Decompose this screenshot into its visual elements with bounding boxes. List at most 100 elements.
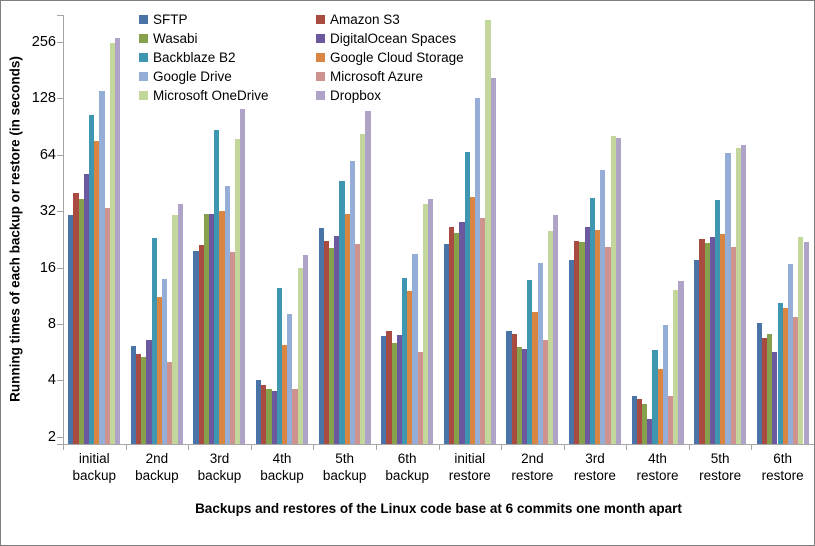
bar-microsoft-azure-4th-restore — [667, 396, 674, 444]
x-category-label: 5th backup — [322, 451, 367, 483]
bar-wasabi-3rd-backup — [203, 213, 210, 444]
legend-item-microsoft-onedrive: Microsoft OneDrive — [139, 88, 269, 103]
legend-label: Google Drive — [153, 68, 232, 84]
bar-google-drive-5th-backup — [349, 161, 355, 444]
bar-dropbox-4th-restore — [678, 280, 684, 444]
bar-amazon-s3-4th-backup — [261, 384, 267, 444]
bar-digitalocean-spaces-4th-backup — [271, 391, 277, 444]
legend-item-microsoft-azure: Microsoft Azure — [316, 68, 424, 84]
bar-microsoft-onedrive-initial-backup — [109, 43, 116, 444]
legend-swatch-icon — [316, 71, 325, 81]
bar-wasabi-3rd-restore — [579, 241, 585, 444]
bar-amazon-s3-5th-restore — [699, 239, 705, 444]
bar-amazon-s3-4th-restore — [636, 398, 642, 444]
bar-microsoft-azure-initial-restore — [480, 217, 486, 444]
y-tick-label: 4 — [47, 372, 56, 389]
bar-dropbox-2nd-backup — [177, 204, 183, 444]
plot-area — [63, 15, 814, 444]
x-category-label: 4th backup — [260, 451, 304, 483]
bar-sftp-5th-backup — [318, 228, 324, 444]
legend-swatch-icon — [316, 52, 325, 62]
x-tick — [751, 445, 753, 450]
bar-microsoft-onedrive-4th-backup — [297, 267, 303, 444]
bar-dropbox-3rd-backup — [240, 109, 246, 444]
bar-wasabi-6th-backup — [391, 343, 397, 444]
bar-sftp-initial-restore — [443, 243, 449, 444]
bar-dropbox-3rd-restore — [615, 137, 621, 444]
bar-dropbox-initial-backup — [115, 37, 121, 444]
bar-google-cloud-storage-2nd-backup — [156, 296, 163, 444]
bar-backblaze-b2-5th-restore — [714, 200, 721, 444]
x-tick — [688, 445, 690, 450]
legend-label: DigitalOcean Spaces — [330, 30, 457, 46]
bar-google-cloud-storage-initial-restore — [469, 196, 475, 444]
legend-swatch-icon — [139, 14, 148, 24]
bar-dropbox-6th-backup — [428, 199, 434, 444]
x-category-label: 6th backup — [385, 451, 429, 483]
y-tick-label: 8 — [47, 315, 56, 332]
bar-dropbox-6th-restore — [803, 241, 809, 444]
x-category-label: initial backup — [72, 451, 117, 483]
bar-amazon-s3-6th-restore — [761, 338, 768, 444]
bar-microsoft-azure-3rd-backup — [229, 251, 236, 444]
bar-wasabi-5th-backup — [329, 247, 335, 444]
bar-microsoft-azure-6th-restore — [793, 317, 799, 444]
legend-swatch-icon — [316, 33, 325, 43]
bar-backblaze-b2-5th-backup — [339, 180, 345, 444]
legend-label: SFTP — [153, 11, 188, 27]
bar-digitalocean-spaces-initial-backup — [83, 173, 90, 444]
x-tick — [125, 445, 127, 450]
legend-item-google-drive: Google Drive — [139, 68, 232, 84]
legend: SFTP Wasabi Backblaze B2 Google Drive Micros… — [1, 1, 814, 106]
bar-wasabi-4th-backup — [266, 388, 272, 444]
legend-swatch-icon — [316, 90, 325, 100]
bar-digitalocean-spaces-3rd-restore — [584, 226, 590, 444]
y-axis-end-tick — [57, 444, 63, 445]
bar-dropbox-initial-restore — [490, 78, 496, 444]
y-tick — [57, 41, 63, 43]
bar-google-cloud-storage-4th-restore — [657, 369, 663, 444]
bar-google-drive-6th-restore — [787, 264, 794, 444]
bar-sftp-5th-restore — [694, 260, 700, 444]
bar-sftp-6th-restore — [756, 322, 762, 444]
x-tick — [626, 445, 628, 450]
y-tick — [57, 380, 63, 382]
bar-digitalocean-spaces-6th-backup — [396, 334, 402, 444]
x-tick — [375, 445, 377, 450]
x-tick — [188, 445, 190, 450]
bar-google-drive-6th-backup — [412, 254, 418, 444]
x-category-label: 4th restore — [636, 451, 679, 483]
bar-amazon-s3-2nd-restore — [511, 333, 517, 444]
bar-google-cloud-storage-2nd-restore — [532, 311, 538, 444]
legend-item-sftp: SFTP — [139, 11, 188, 27]
bar-backblaze-b2-initial-backup — [89, 114, 95, 444]
bar-digitalocean-spaces-2nd-backup — [146, 339, 152, 444]
bar-microsoft-onedrive-2nd-backup — [172, 215, 178, 444]
bar-google-drive-3rd-restore — [600, 170, 606, 444]
bar-dropbox-5th-backup — [365, 111, 371, 444]
bar-microsoft-onedrive-5th-restore — [735, 147, 741, 444]
legend-label: Amazon S3 — [330, 11, 400, 27]
bar-dropbox-5th-restore — [740, 145, 747, 444]
bar-google-cloud-storage-6th-restore — [782, 308, 788, 444]
bar-amazon-s3-2nd-backup — [136, 354, 142, 444]
legend-label: Microsoft Azure — [330, 68, 424, 84]
x-tick — [313, 445, 315, 450]
y-tick — [57, 267, 63, 269]
y-tick-label: 16 — [39, 259, 56, 276]
x-category-label: initial restore — [448, 451, 491, 483]
bar-sftp-4th-restore — [631, 396, 637, 444]
legend-item-amazon-s3: Amazon S3 — [316, 11, 400, 27]
bar-microsoft-azure-initial-backup — [104, 207, 110, 444]
bar-backblaze-b2-6th-restore — [777, 302, 783, 444]
legend-swatch-icon — [139, 90, 148, 100]
x-tick — [501, 445, 503, 450]
y-tick-label: 256 — [31, 33, 56, 50]
bar-backblaze-b2-6th-backup — [402, 278, 408, 444]
x-tick — [563, 445, 565, 450]
bar-backblaze-b2-4th-backup — [276, 287, 283, 444]
y-tick — [57, 154, 63, 156]
y-tick-label: 2 — [47, 428, 56, 445]
y-tick-label: 128 — [31, 90, 56, 107]
x-tick — [250, 445, 252, 450]
